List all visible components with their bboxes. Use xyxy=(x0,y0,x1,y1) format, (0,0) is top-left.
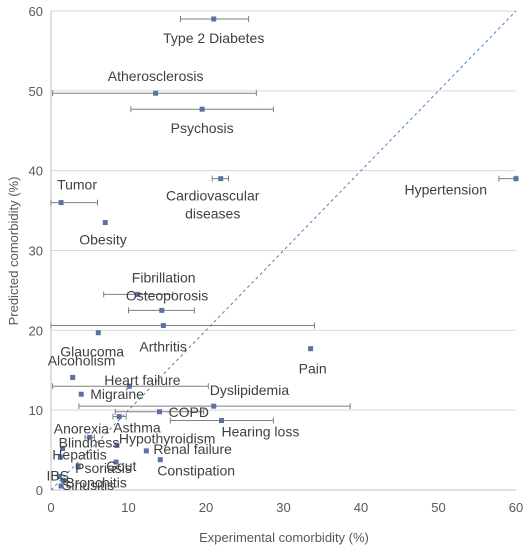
point-label-line: Cardiovascular xyxy=(166,188,260,204)
data-point-marker xyxy=(60,445,66,451)
x-axis-title: Experimental comorbidity (%) xyxy=(199,530,369,545)
point-label: Gout xyxy=(106,458,136,474)
point-label: Obesity xyxy=(79,232,126,248)
point-label: Migraine xyxy=(90,386,144,402)
y-tick-label: 0 xyxy=(36,483,43,498)
data-point-marker xyxy=(57,454,63,460)
point-label: Sinusitis xyxy=(62,477,114,493)
x-tick-label: 10 xyxy=(121,500,135,515)
data-point-marker xyxy=(157,457,163,463)
gridlines xyxy=(51,10,516,411)
point-label: Fibrillation xyxy=(132,269,196,285)
data-point-marker xyxy=(513,176,519,182)
point-label: Anorexia xyxy=(54,420,109,436)
data-point-marker xyxy=(157,409,162,415)
point-label: Atherosclerosis xyxy=(108,68,204,84)
point-label: Asthma xyxy=(113,420,161,436)
y-tick-label: 50 xyxy=(29,84,43,99)
data-point-marker xyxy=(153,90,159,96)
point-label: Pain xyxy=(299,361,327,377)
point-label: Glaucoma xyxy=(60,344,124,360)
point-labels: Type 2 Diabetes Atherosclerosis Psychosis C… xyxy=(47,30,487,493)
data-point-marker xyxy=(143,448,149,454)
data-point-marker xyxy=(95,330,101,336)
point-label: Blindness xyxy=(59,434,120,450)
data-point-marker xyxy=(70,374,76,380)
point-label: Heart failure xyxy=(104,372,180,388)
data-point-marker xyxy=(102,220,108,226)
x-tick-label: 50 xyxy=(431,500,445,515)
y-tick-label: 30 xyxy=(29,244,43,259)
point-label: Tumor xyxy=(57,177,97,193)
data-point-marker xyxy=(219,418,224,424)
point-label: COPD xyxy=(169,404,209,420)
point-label: Psychosis xyxy=(171,120,234,136)
point-label: Hearing loss xyxy=(222,424,300,440)
point-label: Bronchitis xyxy=(65,474,126,490)
x-tick-label: 0 xyxy=(47,500,54,515)
point-label: Osteoporosis xyxy=(126,287,208,303)
data-point-marker xyxy=(126,383,132,389)
y-tick-label: 60 xyxy=(29,4,43,19)
data-point-marker xyxy=(159,307,165,313)
x-tick-label: 40 xyxy=(354,500,368,515)
data-point-marker xyxy=(160,323,166,329)
data-point-marker xyxy=(58,483,64,489)
data-point-marker xyxy=(87,434,93,440)
y-tick-label: 20 xyxy=(29,323,43,338)
y-tick-label: 10 xyxy=(29,403,43,418)
data-point-marker xyxy=(75,464,81,470)
point-label: Psoriasis xyxy=(75,460,132,476)
data-point-marker xyxy=(78,391,84,397)
data-point-marker xyxy=(57,473,63,479)
y-tick-label: 40 xyxy=(29,164,43,179)
data-point-marker xyxy=(114,442,120,448)
point-label: Constipation xyxy=(157,463,235,479)
point-label: Hypertension xyxy=(405,182,488,198)
data-point-marker xyxy=(218,176,224,182)
data-point-marker xyxy=(211,403,217,409)
data-point-marker xyxy=(116,414,122,420)
data-points xyxy=(57,16,519,489)
data-point-marker xyxy=(58,200,64,206)
data-point-marker xyxy=(135,291,141,297)
point-label-line: diseases xyxy=(185,206,240,222)
data-point-marker xyxy=(308,346,314,352)
point-label: Arthritis xyxy=(139,339,186,355)
point-label: Hepatitis xyxy=(52,446,106,462)
point-label: Alcoholism xyxy=(48,352,116,368)
point-label: Type 2 Diabetes xyxy=(163,30,264,46)
x-tick-label: 20 xyxy=(199,500,213,515)
x-tick-label: 30 xyxy=(276,500,290,515)
tick-labels: 0 10 20 30 40 50 60 0 10 20 30 40 50 60 xyxy=(29,4,524,515)
point-label: Cardiovascular diseases xyxy=(166,188,260,222)
data-point-marker xyxy=(211,16,217,22)
axes xyxy=(50,11,516,491)
data-point-marker xyxy=(60,477,66,483)
data-point-marker xyxy=(113,459,119,465)
point-label: Renal failure xyxy=(153,441,232,457)
x-tick-label: 60 xyxy=(509,500,523,515)
point-label: Hypothyroidism xyxy=(119,430,215,446)
y-axis-title: Predicted comorbidity (%) xyxy=(6,177,21,326)
point-label: Dyslipidemia xyxy=(210,382,290,398)
point-label: IBS xyxy=(47,467,70,483)
data-point-marker xyxy=(199,106,205,112)
